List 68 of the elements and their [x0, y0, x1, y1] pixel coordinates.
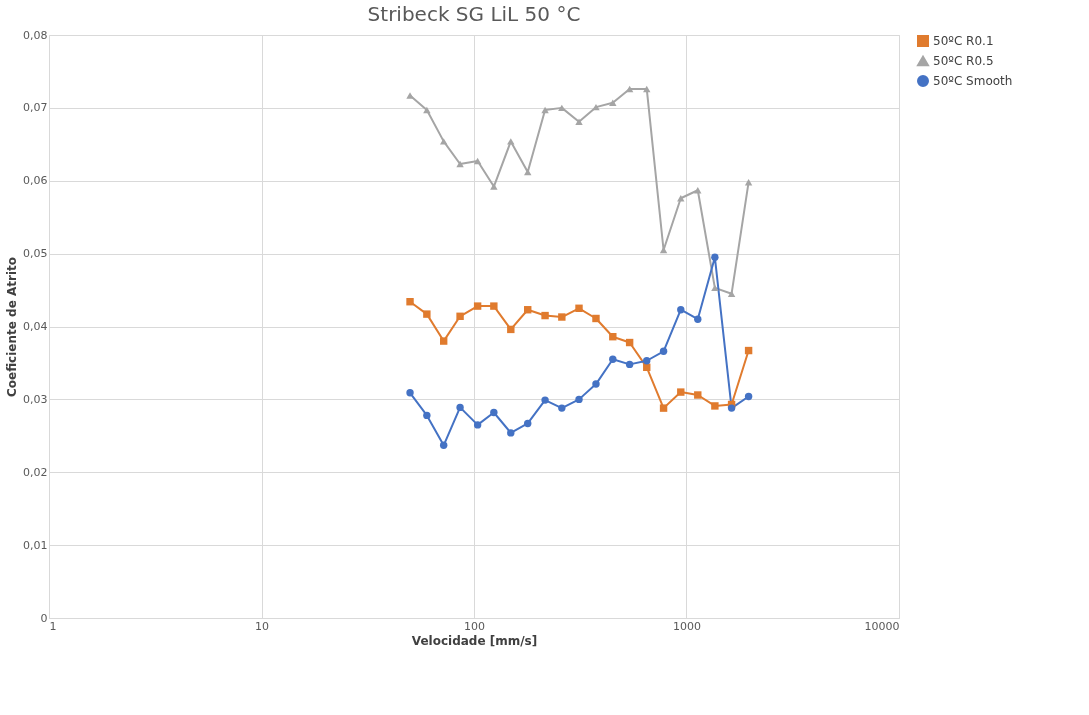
y-tick-label: 0,08 [23, 28, 48, 42]
point [694, 315, 702, 323]
point [575, 304, 583, 312]
point [592, 380, 600, 388]
point [406, 298, 414, 306]
point [592, 314, 600, 323]
y-tick-label: 0,06 [23, 174, 48, 188]
point [744, 392, 753, 401]
y-tick-label: 0,04 [23, 320, 48, 333]
y-tick-label: 0,07 [23, 101, 48, 115]
y-axis-title: Coeficiente de Atrito [5, 257, 20, 397]
y-tick-label: 0,01 [23, 538, 48, 552]
point [456, 160, 464, 168]
point [406, 389, 414, 397]
point [659, 347, 668, 355]
point [524, 419, 532, 428]
point [558, 404, 566, 412]
legend-label: 50ºC Smooth [933, 74, 1013, 88]
point [677, 306, 685, 314]
point [643, 357, 651, 365]
point [711, 253, 719, 261]
legend-label: 50ºC R0.1 [933, 34, 994, 48]
point [456, 312, 464, 321]
point [659, 404, 668, 412]
x-tick-label: 10000 [864, 619, 900, 633]
x-axis-title: Velocidade [mm/s] [411, 633, 538, 648]
point [575, 118, 583, 125]
y-tick-label: 0,02 [23, 465, 48, 479]
point [423, 411, 431, 420]
point [711, 402, 719, 410]
point [609, 332, 617, 341]
point [439, 138, 448, 145]
point [625, 360, 634, 369]
x-tick-label: 10 [255, 619, 269, 633]
point [406, 92, 414, 99]
point [609, 355, 617, 363]
point [490, 302, 498, 310]
x-tick-label: 1000 [673, 619, 701, 633]
point [490, 183, 498, 190]
point [439, 441, 448, 449]
point [473, 157, 482, 165]
point [507, 429, 515, 437]
point [473, 421, 482, 429]
chart-title: Stribeck SG LiL 50 °C [367, 2, 581, 26]
point [677, 388, 685, 396]
point [423, 106, 431, 114]
point [439, 337, 448, 345]
point [541, 396, 549, 404]
y-tick-label: 0,05 [23, 247, 48, 261]
point [727, 404, 736, 412]
legend-label: 50ºC R0.5 [933, 54, 994, 68]
x-tick-label: 1 [49, 619, 57, 633]
point [423, 310, 431, 318]
point [490, 408, 498, 417]
point [694, 391, 702, 399]
point [609, 99, 617, 106]
y-tick-label: 0,03 [23, 392, 48, 406]
point [643, 85, 651, 93]
point [456, 403, 464, 412]
x-tick-label: 100 [464, 619, 485, 633]
point [558, 313, 566, 321]
point [507, 138, 515, 145]
y-tick-label: 0 [40, 611, 48, 625]
point [507, 325, 515, 334]
point [541, 311, 549, 320]
point [473, 302, 482, 310]
point [711, 284, 719, 292]
point [575, 395, 583, 404]
